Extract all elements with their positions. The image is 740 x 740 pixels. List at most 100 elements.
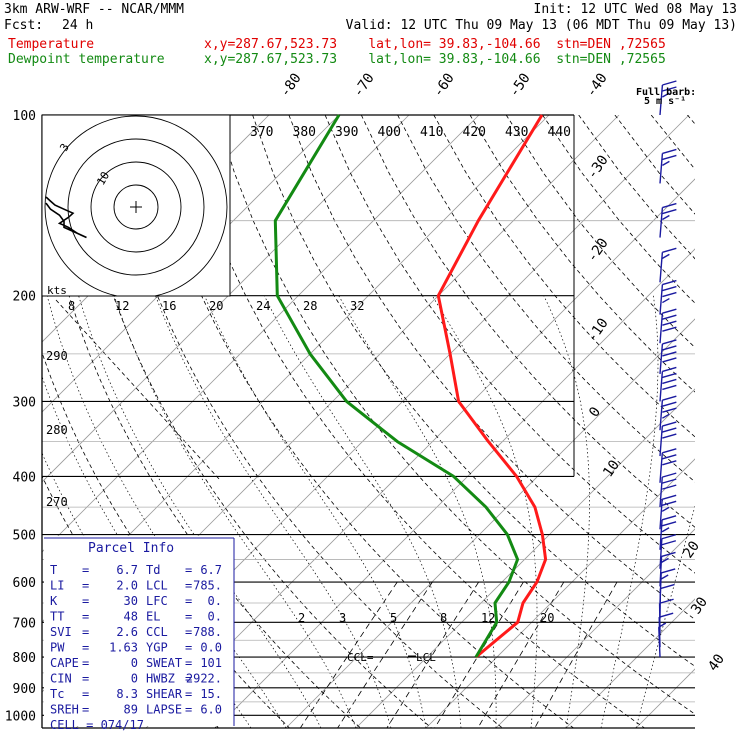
theta-tick-label: 370: [250, 125, 273, 140]
dry-adiabat-line: [288, 115, 695, 620]
wind-barb-flag: [662, 279, 677, 286]
parcel-param-name: CCL: [146, 625, 168, 639]
parcel-param-equals: =: [82, 625, 89, 639]
isotherm-tick-label: -10: [584, 315, 612, 345]
mixing-ratio-label: 5: [390, 611, 397, 625]
lcl-label: LCL: [416, 651, 436, 664]
wind-barb-staff: [659, 371, 664, 402]
wind-barb-flag: [661, 521, 677, 527]
dry-adiabat-line: [469, 115, 695, 393]
isotherm-line: [42, 115, 480, 553]
parcel-param-name: LAPSE: [146, 703, 182, 717]
wind-barb-flag: [662, 202, 677, 209]
wind-barb-flag: [662, 339, 677, 345]
parcel-param-value: 6.7: [116, 563, 138, 577]
parcel-param-value: 6.0: [200, 703, 222, 717]
wind-barb-flag: [660, 583, 675, 590]
hodograph-trace: [45, 196, 87, 239]
wind-barb-flag: [661, 500, 677, 506]
parcel-param-equals: =: [185, 687, 192, 701]
parcel-param-equals: =: [82, 672, 89, 686]
dry-adiabat-line: [71, 115, 432, 728]
wind-barb-flag: [662, 384, 677, 391]
mixing-ratio-label: 8: [440, 611, 447, 625]
dewpoint-legend-info: x,y=287.67,523.73 lat,lon= 39.83,-104.66…: [204, 52, 666, 67]
wind-barb-flag: [662, 320, 677, 326]
parcel-param-value: 0.: [208, 594, 222, 608]
wind-barb-flag: [662, 253, 670, 259]
parcel-param-name: LCL: [146, 579, 168, 593]
pressure-tick-label: 800: [13, 651, 36, 666]
wind-barb-flag: [662, 308, 677, 314]
hodograph-guide-line: [55, 299, 221, 481]
parcel-param-equals: =: [82, 563, 89, 577]
parcel-cell-motion: CELL = 074/17: [50, 718, 144, 732]
parcel-param-value: 2922.: [186, 672, 222, 686]
parcel-param-equals: =: [185, 672, 192, 686]
parcel-param-value: 1.63: [109, 641, 138, 655]
wind-barb-staff: [659, 84, 664, 116]
model-title: 3km ARW-WRF -- NCAR/MMM: [4, 2, 185, 17]
dry-adiabat-line: [179, 115, 645, 728]
dry-adiabat-line: [107, 115, 503, 728]
hodograph-speed-label: 12: [115, 299, 129, 313]
wind-barb-flag: [662, 148, 677, 155]
isotherm-line: [355, 388, 695, 728]
mixing-ratio-line: [337, 581, 433, 728]
dry-adiabat-line: [216, 115, 695, 715]
temperature-profile-line: [436, 114, 548, 659]
dry-adiabat-line: [143, 115, 574, 728]
hodograph-speed-label: 28: [303, 299, 317, 313]
wind-barb-flag: [662, 247, 677, 254]
ccl-label: CCL=: [347, 651, 374, 664]
wind-barb-flag: [662, 357, 677, 363]
wind-barb-flag: [662, 484, 677, 490]
parcel-param-name: CAPE: [50, 656, 79, 670]
wind-barb-flag: [659, 598, 674, 604]
hodograph-speed-label: 32: [350, 299, 364, 313]
forecast-hour: 24 h: [62, 18, 94, 33]
moist-adiabat-line: [431, 295, 538, 728]
parcel-param-equals: =: [185, 594, 192, 608]
parcel-param-value: 8.3: [116, 687, 138, 701]
parcel-param-equals: =: [185, 579, 192, 593]
parcel-info-title: Parcel Info: [88, 541, 174, 556]
wind-barb-flag: [662, 314, 677, 320]
isotherm-tick-label: -40: [583, 70, 611, 100]
parcel-param-value: 2.6: [116, 625, 138, 639]
isotherm-tick-label: 40: [705, 651, 728, 674]
isotherm-tick-label: -50: [506, 70, 534, 100]
wind-barb-flag: [662, 413, 670, 419]
dry-adiabat-line: [505, 115, 695, 349]
mixing-ratio-line: [534, 581, 618, 728]
wind-barb-staff: [659, 400, 664, 431]
parcel-param-value: 89: [124, 703, 138, 717]
parcel-param-value: 6.7: [200, 563, 222, 577]
hodograph-ring: [113, 184, 159, 230]
isotherm-tick-label: 20: [680, 538, 703, 561]
wind-barb-staff: [659, 153, 664, 184]
parcel-param-equals: =: [185, 703, 192, 717]
init-time: Init: 12 UTC Wed 08 May 13: [533, 2, 738, 17]
pressure-tick-label: 400: [13, 470, 36, 485]
parcel-param-equals: =: [82, 703, 89, 717]
parcel-param-value: 0.: [208, 610, 222, 624]
wind-barb-flag: [662, 421, 677, 427]
theta-tick-label: 390: [335, 125, 358, 140]
parcel-param-value: 0: [131, 672, 138, 686]
wind-barb-staff: [659, 426, 664, 457]
parcel-param-name: SREH: [50, 703, 79, 717]
theta-tick-label: 410: [420, 125, 443, 140]
wind-barb-flag: [662, 351, 677, 357]
wind-barb-staff: [659, 538, 663, 569]
wind-barb: [659, 308, 677, 344]
dry-adiabat-line: [687, 115, 695, 125]
dry-adiabat-line: [542, 115, 695, 304]
wind-barb-flag: [662, 214, 670, 221]
theta-tick-label: 380: [293, 125, 316, 140]
wind-barb-flag: [661, 568, 676, 574]
dry-adiabat-line: [324, 115, 695, 574]
wind-barb: [659, 448, 677, 483]
